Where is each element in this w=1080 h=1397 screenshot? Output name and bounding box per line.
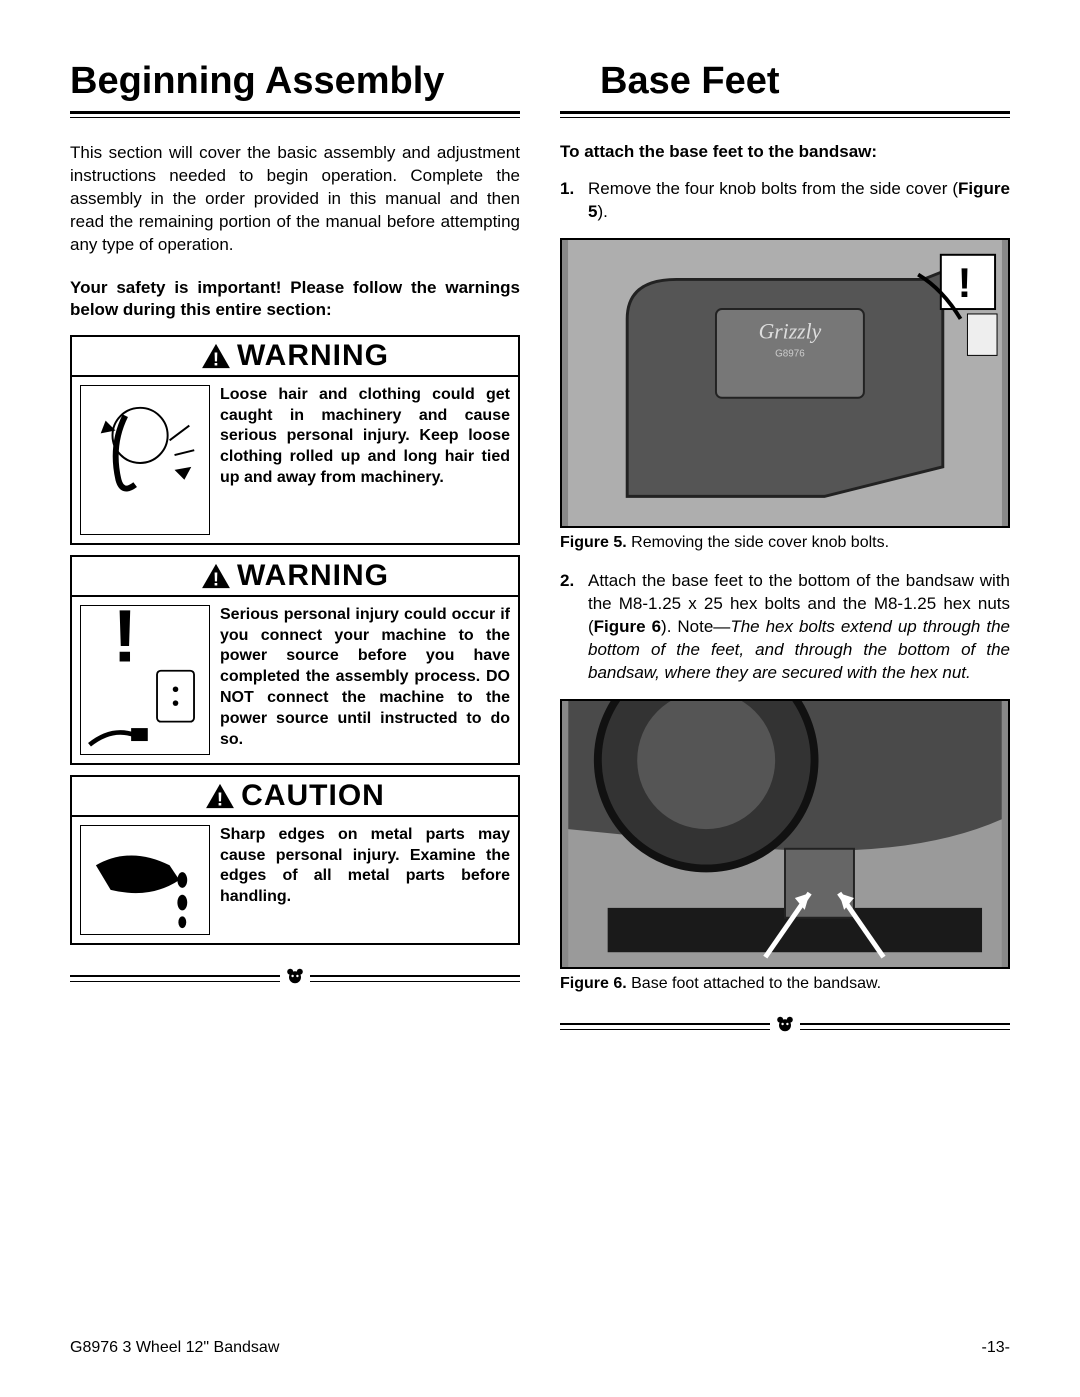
step-text: ). Note— [661, 617, 730, 636]
footer-model: G8976 3 Wheel 12" Bandsaw [70, 1339, 279, 1357]
footer-page-number: -13- [982, 1339, 1010, 1357]
caution-label: CAUTION [241, 779, 385, 813]
figure-5-caption: Figure 5. Removing the side cover knob b… [560, 534, 1010, 552]
bear-logo-icon [280, 961, 310, 991]
warning-box-power: ! WARNING ! Serious personal injury coul… [70, 555, 520, 765]
figure-caption-text: Base foot attached to the bandsaw. [627, 975, 881, 992]
svg-text:G8976: G8976 [775, 348, 805, 359]
caution-box-sharp: ! CAUTION Sharp edges on metal parts may… [70, 775, 520, 945]
svg-text:!: ! [213, 568, 219, 589]
steps-list: Remove the four knob bolts from the side… [560, 178, 1010, 224]
section-end-rule [70, 965, 520, 995]
svg-text:!: ! [113, 606, 138, 678]
section-end-rule [560, 1013, 1010, 1043]
warning-text: Loose hair and clothing could get caught… [220, 385, 510, 489]
column-left: Beginning Assembly This section will cov… [70, 60, 520, 1043]
figure-6-image [560, 699, 1010, 969]
figure-label: Figure 6. [560, 975, 627, 992]
caution-text: Sharp edges on metal parts may cause per… [220, 825, 510, 908]
double-rule [70, 111, 520, 118]
svg-text:!: ! [213, 348, 219, 369]
warning-triangle-icon: ! [205, 783, 235, 809]
warning-label: WARNING [237, 339, 389, 373]
heading-beginning-assembly: Beginning Assembly [70, 60, 520, 103]
warning-box-hair: ! WARNING Loose hair and clothing could … [70, 335, 520, 545]
step-2: Attach the base feet to the bottom of th… [560, 570, 1010, 685]
svg-text:!: ! [217, 788, 223, 809]
sharp-edge-illustration [80, 825, 210, 935]
double-rule [560, 111, 1010, 118]
intro-paragraph: This section will cover the basic assemb… [70, 142, 520, 257]
step-1: Remove the four knob bolts from the side… [560, 178, 1010, 224]
caution-header: ! CAUTION [72, 777, 518, 817]
power-plug-illustration: ! [80, 605, 210, 755]
warning-triangle-icon: ! [201, 563, 231, 589]
warning-triangle-icon: ! [201, 343, 231, 369]
steps-list: Attach the base feet to the bottom of th… [560, 570, 1010, 685]
warning-label: WARNING [237, 559, 389, 593]
step-text: Remove the four knob bolts from the side… [588, 179, 958, 198]
warning-header: ! WARNING [72, 557, 518, 597]
page-footer: G8976 3 Wheel 12" Bandsaw -13- [70, 1339, 1010, 1357]
safety-lead: Your safety is important! Please follow … [70, 277, 520, 321]
heading-base-feet: Base Feet [600, 60, 1010, 103]
warning-header: ! WARNING [72, 337, 518, 377]
warning-text: Serious personal injury could occur if y… [220, 605, 510, 751]
figure-ref: Figure 6 [594, 617, 661, 636]
step-text: ). [597, 202, 607, 221]
svg-text:Grizzly: Grizzly [759, 319, 822, 343]
hair-safety-illustration [80, 385, 210, 535]
column-right: Base Feet To attach the base feet to the… [560, 60, 1010, 1043]
bear-logo-icon [770, 1009, 800, 1039]
figure-caption-text: Removing the side cover knob bolts. [627, 534, 889, 551]
figure-label: Figure 5. [560, 534, 627, 551]
figure-6-caption: Figure 6. Base foot attached to the band… [560, 975, 1010, 993]
figure-5-image: Grizzly G8976 ! [560, 238, 1010, 528]
svg-text:!: ! [958, 260, 972, 306]
instruction-lead: To attach the base feet to the bandsaw: [560, 142, 1010, 162]
